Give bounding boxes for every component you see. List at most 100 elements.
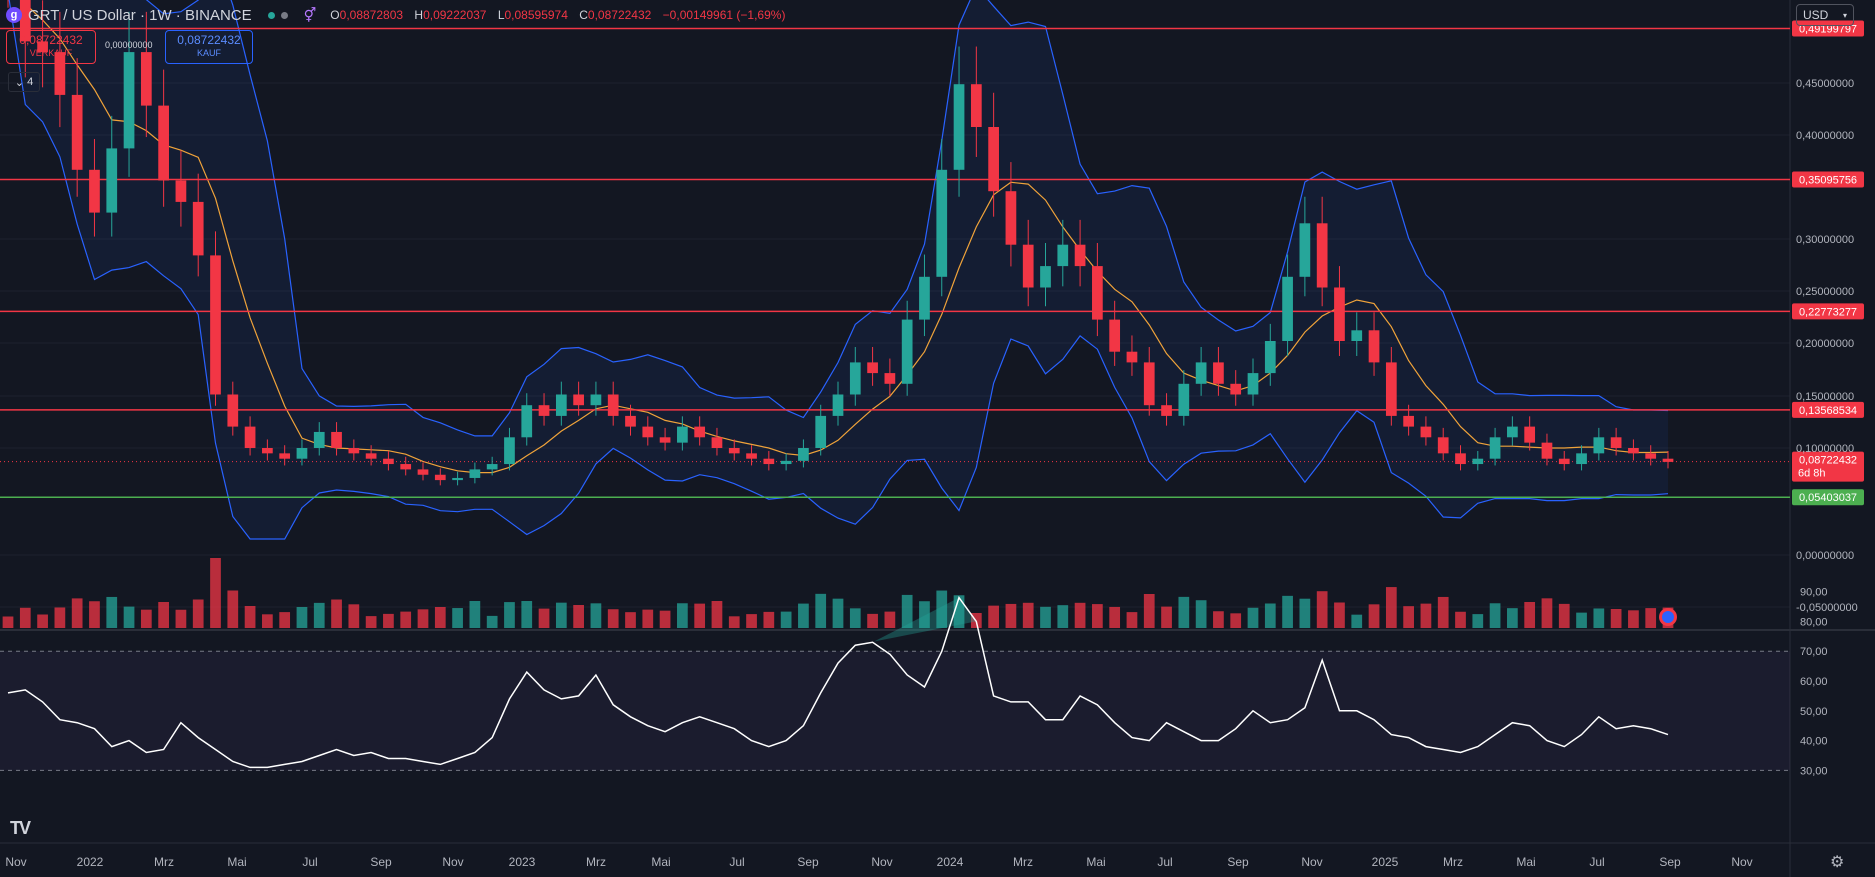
volume-bar [1074, 602, 1086, 628]
volume-bar [780, 611, 792, 628]
candle-body [590, 394, 602, 406]
candle-body [1541, 442, 1553, 459]
candle-body [175, 180, 187, 202]
volume-bar [1593, 608, 1605, 628]
indicators-toggle[interactable]: ⌄ 4 [8, 72, 40, 92]
volume-bar [1057, 605, 1069, 628]
candle-body [1472, 458, 1484, 465]
time-tick-label: Mai [651, 855, 670, 869]
volume-bar [1541, 598, 1553, 628]
volume-bar [2, 616, 14, 628]
candle-body [1109, 319, 1121, 352]
horizontal-levels: 0,49199797 0,35095756 0,22773277 0,13568534… [0, 20, 1864, 506]
volume-bar [711, 601, 723, 628]
candle-body [1385, 362, 1397, 416]
candle-body [953, 84, 965, 170]
volume-bar [988, 605, 999, 628]
candle-body [1558, 458, 1570, 465]
rsi-tick-label: 60,00 [1800, 676, 1828, 688]
candle-body [1489, 437, 1501, 459]
volume-bar [849, 608, 861, 628]
volume-bar [1126, 612, 1138, 628]
time-tick-label: Jul [1157, 855, 1172, 869]
volume-bar [538, 608, 550, 628]
time-tick-label: 2024 [937, 855, 964, 869]
candle-body [400, 464, 412, 470]
sma-line [22, 0, 1669, 474]
volume-bar [262, 614, 273, 628]
candle-body [573, 394, 584, 406]
candle-body [1126, 351, 1138, 363]
candle-body [642, 426, 654, 438]
volume-bar [746, 614, 757, 628]
candle-body [244, 426, 256, 448]
candle-body [607, 394, 619, 416]
volume-bar [694, 603, 706, 628]
buy-button[interactable]: 0,08722432 KAUF [165, 30, 253, 64]
volume-bar [1645, 608, 1657, 628]
candle-body [625, 415, 636, 427]
candle-body [1403, 415, 1414, 427]
volume-bar [19, 607, 31, 628]
volume-bar [434, 607, 446, 628]
volume-bar [677, 603, 688, 628]
candle-body [89, 169, 100, 213]
price-tick-label: 0,25000000 [1796, 286, 1854, 298]
candle-body [279, 453, 291, 459]
rsi-tick-label: 40,00 [1800, 736, 1828, 748]
rsi-overbought-fill [855, 597, 977, 646]
volume-bar [555, 602, 567, 628]
volume-bar [227, 590, 239, 628]
sell-button[interactable]: 0,08722432 VERKAUF [6, 30, 96, 64]
candle-body [140, 52, 152, 106]
volume-bar [1161, 606, 1172, 628]
candle-body [1628, 448, 1639, 454]
candle-body [1368, 330, 1380, 363]
volume-bar [1299, 598, 1311, 628]
candle-body [123, 52, 135, 149]
time-tick-label: Sep [370, 855, 392, 869]
volume-bar [919, 601, 930, 628]
volume-bar [1282, 595, 1293, 628]
symbol-title[interactable]: GRT / US Dollar · 1W · BINANCE [28, 6, 252, 24]
candle-body [677, 426, 688, 443]
volume-bar [1420, 603, 1432, 628]
volume-bar [331, 599, 342, 628]
volume-bar [1213, 611, 1224, 628]
level-label-bg [1792, 20, 1864, 37]
candle-body [1074, 244, 1086, 267]
candle-body [919, 276, 930, 320]
candle-body [1420, 426, 1432, 438]
gear-icon[interactable]: ⚙ [1830, 854, 1845, 871]
share-icon[interactable]: ⚥ [303, 6, 317, 23]
volume-bar [832, 598, 844, 628]
candle-body [694, 426, 706, 438]
volume-bar [1316, 591, 1328, 628]
time-tick-label: Mrz [154, 855, 174, 869]
candle-body [1230, 383, 1242, 395]
currency-select[interactable]: USD ▾ [1796, 4, 1854, 26]
volume-bar [728, 616, 740, 628]
candle-body [988, 127, 999, 192]
volume-bar [1143, 594, 1155, 628]
level-label: 0,35095756 [1799, 174, 1857, 186]
status-dots [267, 11, 294, 19]
volume-bar [659, 610, 671, 628]
time-tick-label: Mrz [1443, 855, 1463, 869]
candle-body [313, 431, 325, 448]
candle-body [711, 437, 723, 448]
candle-body [486, 464, 498, 470]
candle-body [1022, 244, 1034, 288]
candle-body [348, 448, 360, 454]
time-tick-label: Nov [871, 855, 892, 869]
volume-bar [1472, 614, 1484, 628]
candle-body [210, 255, 221, 395]
volume-bar [1628, 610, 1639, 628]
candle-body [1524, 426, 1536, 443]
candle-body [521, 405, 533, 438]
time-tick-label: 2023 [509, 855, 536, 869]
candle-body [1507, 426, 1518, 438]
volume-bar [348, 604, 360, 628]
volume-bar [89, 601, 100, 628]
